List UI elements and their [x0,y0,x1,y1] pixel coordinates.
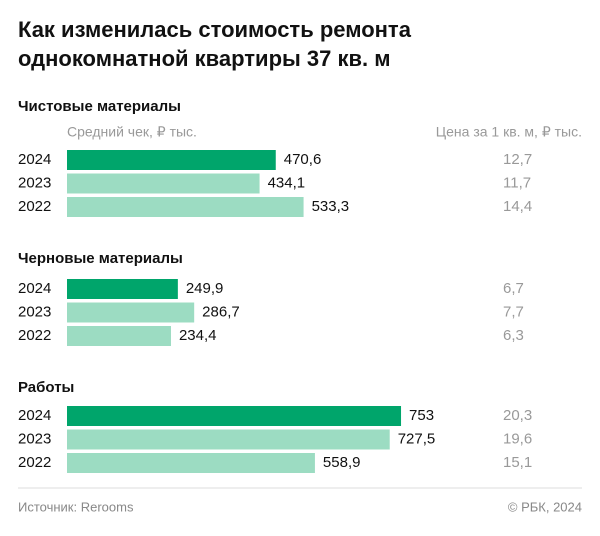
y-tick-label: 2023 [18,174,51,191]
y-tick-label: 2023 [18,303,51,320]
price-label: 15,1 [503,454,532,471]
price-label: 6,3 [503,327,524,344]
value-label: 470,6 [284,151,322,168]
value-label: 533,3 [312,198,350,215]
y-tick-label: 2024 [18,280,51,297]
value-label: 286,7 [202,303,240,320]
section-title: Работы [18,379,74,396]
chart-title: Как изменилась стоимость ремонта однокомн… [18,17,412,71]
y-tick-label: 2022 [18,198,51,215]
bar [67,173,260,194]
copyright: © РБК, 2024 [508,499,582,514]
price-label: 14,4 [503,198,532,215]
price-label: 19,6 [503,430,532,447]
value-label: 727,5 [398,430,436,447]
value-label: 249,9 [186,280,224,297]
price-label: 12,7 [503,151,532,168]
value-label: 753 [409,407,434,424]
value-label: 234,4 [179,327,217,344]
price-label: 20,3 [503,407,532,424]
y-tick-label: 2024 [18,151,51,168]
price-label: 7,7 [503,303,524,320]
section-title: Черновые материалы [18,250,183,267]
bar [67,302,195,323]
section-title: Чистовые материалы [18,98,181,115]
y-tick-label: 2024 [18,407,51,424]
value-label: 558,9 [323,454,361,471]
bar [67,197,304,217]
bar [67,453,315,473]
price-label: 11,7 [503,174,531,191]
price-label: 6,7 [503,280,524,297]
y-tick-label: 2022 [18,454,51,471]
column-header: Цена за 1 кв. м, ₽ тыс. [436,124,582,140]
column-header: Средний чек, ₽ тыс. [67,124,197,140]
bar [67,429,390,450]
value-label: 434,1 [268,174,306,191]
y-tick-label: 2022 [18,327,51,344]
y-tick-label: 2023 [18,430,51,447]
bar [67,326,171,346]
bar [67,406,402,426]
source: Источник: Rerooms [18,499,134,514]
bar [67,279,178,299]
bar [67,150,276,170]
